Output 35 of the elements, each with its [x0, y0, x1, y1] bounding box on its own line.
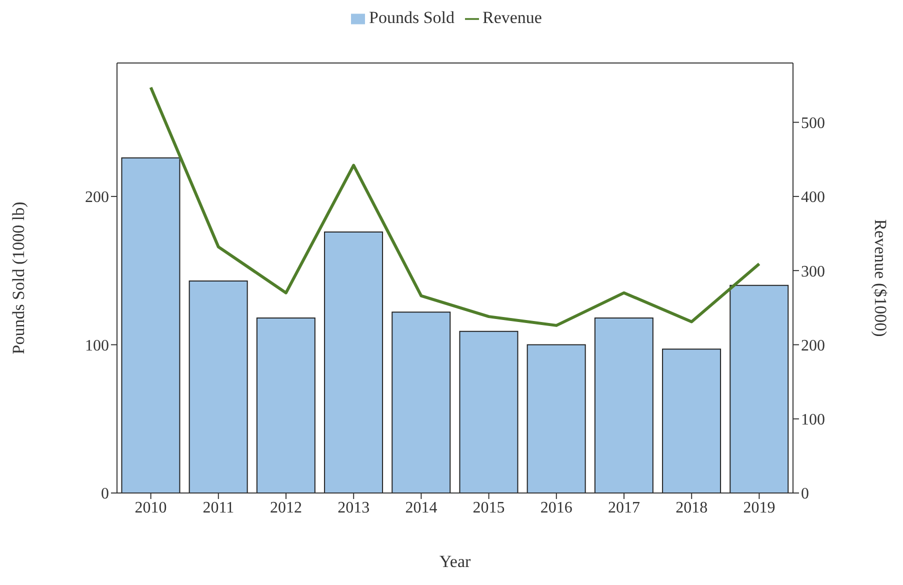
legend-label: Revenue: [482, 8, 542, 27]
x-tick-label: 2017: [608, 499, 640, 516]
x-tick-label: 2019: [743, 499, 776, 516]
y-tick-label: 0: [101, 486, 109, 503]
x-tick-label: 2016: [540, 499, 572, 516]
y-axis-title: Pounds Sold (1000 lb): [9, 202, 28, 354]
x-tick-label: 2018: [676, 499, 708, 516]
bar: [324, 232, 384, 493]
y2-tick-label: 100: [801, 412, 825, 429]
bar: [594, 318, 654, 493]
y2-tick-label: 300: [801, 263, 825, 280]
y2-tick-label: 500: [801, 114, 825, 132]
bar: [392, 312, 451, 493]
y2-tick-label: 200: [801, 337, 825, 354]
bar: [662, 348, 722, 493]
y-tick-label: 100: [85, 337, 109, 354]
y2-axis-title: Revenue ($1000): [870, 219, 890, 337]
x-tick-label: 2015: [472, 499, 505, 516]
bar: [188, 280, 248, 493]
bar: [459, 330, 518, 493]
line-series: [149, 86, 761, 327]
legend-label: Pounds Sold: [369, 8, 454, 27]
x-tick-label: 2012: [270, 499, 302, 516]
x-axis-title: Year: [439, 552, 471, 571]
y2-tick-label: 0: [801, 486, 809, 503]
bar: [526, 344, 586, 493]
x-tick-label: 2011: [202, 499, 234, 516]
x-tick-label: 2010: [134, 499, 167, 516]
y2-tick-label: 400: [801, 189, 825, 206]
x-tick-label: 2013: [338, 499, 370, 516]
bar: [256, 318, 316, 493]
bar: [730, 284, 789, 493]
bar: [121, 157, 180, 493]
x-tick-label: 2014: [405, 499, 438, 516]
y-tick-label: 200: [85, 189, 109, 206]
